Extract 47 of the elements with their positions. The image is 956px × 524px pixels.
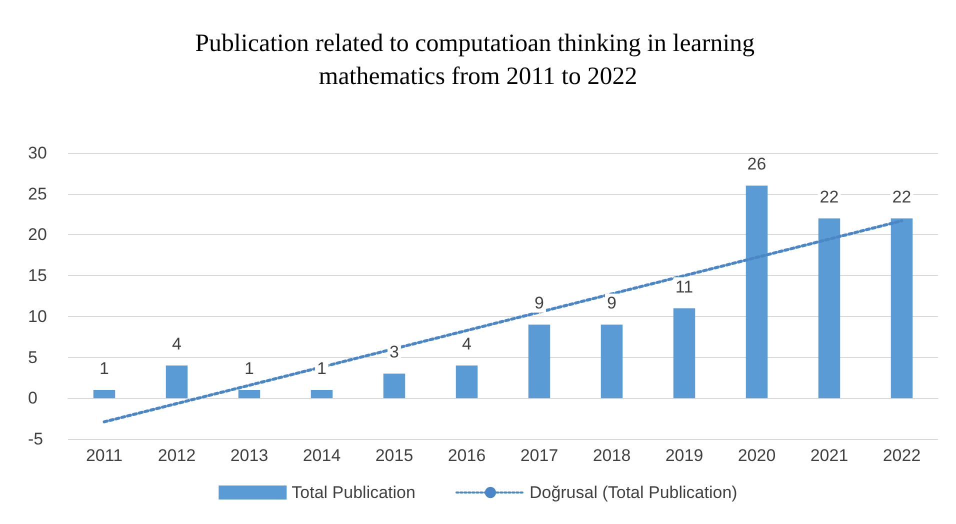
bar [166,365,188,398]
data-label: 3 [390,342,399,362]
x-tick-label: 2017 [520,446,558,465]
data-label: 11 [675,277,694,296]
y-tick-label: 10 [28,306,47,326]
bar [528,324,550,398]
x-tick-label: 2014 [302,446,341,465]
data-label: 9 [607,294,616,313]
data-label: 1 [100,358,109,378]
x-tick-label: 2021 [810,446,848,465]
y-tick-label: 0 [28,388,38,408]
chart-title: Publication related to computatioan thinking in learning mathematics from 2011 to 2022 [195,30,761,90]
data-label: 22 [820,187,839,206]
bar [746,186,768,398]
x-tick-label: 2011 [86,446,123,465]
x-tick-label: 2020 [738,446,776,465]
bar [600,324,623,398]
bar [890,218,913,398]
data-label: 4 [172,334,182,354]
y-tick-label: 5 [28,348,38,367]
x-tick-label: 2022 [882,446,921,465]
data-label: 26 [747,154,766,174]
x-tick-label: 2012 [158,446,196,465]
legend-label: Total Publication [292,483,416,502]
y-tick-label: 15 [28,266,47,286]
bar [673,308,696,398]
bar [818,218,840,398]
y-tick-label: 30 [28,144,47,162]
data-label: 4 [462,334,472,354]
bar [93,390,116,398]
y-tick-label: -5 [28,430,44,448]
x-tick-label: 2015 [375,446,414,465]
x-tick-label: 2019 [665,446,704,465]
bar [238,390,260,398]
x-tick-label: 2018 [592,446,631,465]
data-label: 1 [317,358,326,378]
data-label: 1 [244,358,254,378]
bar [456,365,478,398]
legend-label: Doğrusal (Total Publication) [529,483,738,502]
data-label: 9 [534,294,544,313]
x-tick-label: 2016 [448,446,486,465]
bar [310,390,333,398]
data-label: 22 [892,187,912,206]
x-tick-label: 2013 [230,446,268,465]
y-tick-label: 20 [28,225,47,244]
bar [383,374,406,398]
y-tick-label: 25 [28,184,47,204]
